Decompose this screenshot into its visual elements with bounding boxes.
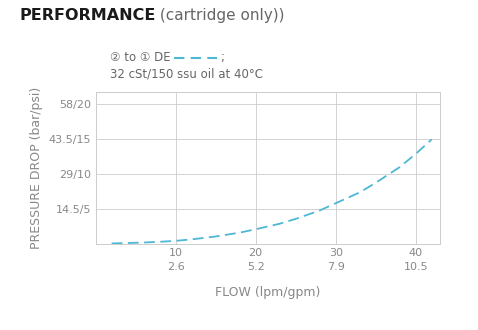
Text: PERFORMANCE: PERFORMANCE bbox=[19, 8, 155, 23]
X-axis label: FLOW (lpm/gpm): FLOW (lpm/gpm) bbox=[215, 286, 320, 299]
Text: (cartridge only)): (cartridge only)) bbox=[155, 8, 285, 23]
Text: ② to ① DE: ② to ① DE bbox=[110, 51, 174, 64]
Y-axis label: PRESSURE DROP (bar/psi): PRESSURE DROP (bar/psi) bbox=[31, 87, 43, 249]
Text: 10.5: 10.5 bbox=[403, 262, 428, 272]
Text: ;: ; bbox=[220, 51, 224, 64]
Text: 7.9: 7.9 bbox=[327, 262, 345, 272]
Text: 32 cSt/150 ssu oil at 40°C: 32 cSt/150 ssu oil at 40°C bbox=[110, 68, 263, 81]
Text: 2.6: 2.6 bbox=[167, 262, 185, 272]
Text: 5.2: 5.2 bbox=[247, 262, 264, 272]
